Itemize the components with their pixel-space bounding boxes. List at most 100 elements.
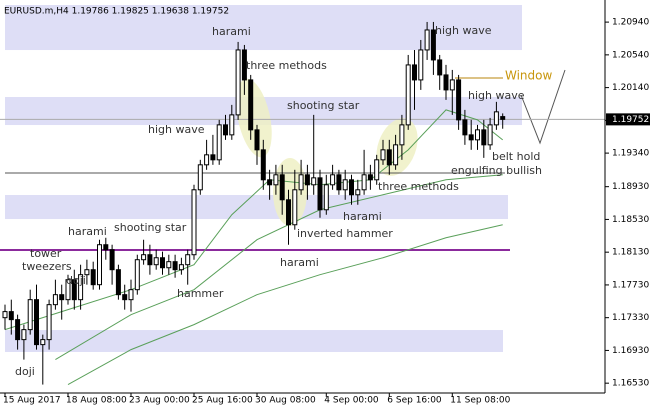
candle-body [330,174,336,186]
candle-body [197,164,203,191]
y-tick-label: 1.20140 [612,83,649,93]
y-tick-label: 1.16930 [612,346,649,356]
annotation: doji [15,365,35,378]
candle-body [399,124,405,146]
candle-body [122,294,128,301]
candle-body [21,329,27,341]
candle-body [241,49,247,81]
candle-body [279,174,285,201]
candle-body [311,177,317,186]
annotation: harami [343,210,382,223]
candle-body [191,189,197,256]
candle-body [46,304,52,341]
candle-body [349,179,354,196]
candle-body [141,254,147,261]
annotation: Window [505,69,553,83]
candle-body [292,189,298,226]
candle-body [342,179,348,191]
candle-body [115,269,121,296]
x-tick-label: 15 Aug 2017 [3,396,61,406]
header: EURUSD.m,H4 1.19786 1.19825 1.19638 1.19… [4,7,229,17]
x-tick-label: 18 Aug 08:00 [66,396,127,406]
candle-body [286,199,291,226]
annotation: shooting star [114,221,187,234]
candle-body [160,257,165,269]
candle-body [204,154,210,166]
candle-body [487,124,493,146]
candle-body [147,254,153,266]
y-tick-label: 1.19340 [612,149,649,159]
candle-body [380,149,386,161]
forecast-path [520,69,566,145]
candle-body [8,311,14,321]
x-tick-label: 25 Aug 16:00 [192,396,253,406]
candle-body [361,174,367,191]
candle-body [185,254,191,266]
candle-body [424,29,430,51]
highlight [236,78,272,158]
candle-body [27,299,33,331]
candle-body [449,79,455,91]
zone [5,195,508,220]
moving-average [67,224,503,386]
x-tick-label: 30 Aug 08:00 [255,396,316,406]
zone [5,330,503,352]
candle-body [456,79,462,121]
candle-body [475,129,480,141]
candle-body [462,119,468,136]
candle-body [78,274,84,301]
candle-body [223,124,228,136]
annotation: belt hold [492,150,540,163]
candle-body [412,64,417,81]
candle-body [437,59,443,76]
candle-body [430,29,436,61]
candle-body [59,294,65,301]
candle-body [153,257,159,266]
y-tick-label: 1.17330 [612,313,649,323]
candle-body [418,49,424,81]
candle-body [386,149,392,166]
candle-body [273,174,279,186]
candle-body [367,174,373,181]
annotation: shooting star [287,99,360,112]
candle-body [468,134,474,141]
price-box [606,113,650,126]
candle-body [210,154,216,161]
y-tick-label: 1.18930 [612,182,649,192]
annotation: high wave [148,123,205,136]
candle-body [235,49,241,116]
candle-body [443,74,449,91]
annotation: high wave [468,89,525,102]
x-tick-label: 23 Aug 00:00 [129,396,190,406]
candle-body [374,159,380,181]
annotation: three methods [246,59,327,72]
candle-body [304,174,310,186]
candle-body [493,111,499,126]
candle-body [178,264,184,271]
candle-body [393,144,399,166]
y-tick-label: 1.20540 [612,50,649,60]
candle-body [134,259,140,291]
candle-body [267,179,273,186]
candle-body [34,299,39,346]
candle-body [166,261,172,269]
x-tick-label: 11 Sep 08:00 [450,396,510,406]
annotation: harami [280,256,319,269]
y-tick-label: 1.20940 [612,18,649,28]
annotation: three methods [378,180,459,193]
annotation: harami [68,225,107,238]
candle-body [254,129,260,151]
candle-body [84,269,90,276]
annotation: doji [66,274,86,287]
price-label: 1.19752 [612,115,649,125]
candle-body [216,124,222,161]
candle-body [405,64,411,126]
candle-body [52,294,58,306]
candle-body [317,177,323,211]
candle-body [15,319,21,341]
y-tick-label: 1.16530 [612,379,649,389]
annotation: tower [30,247,62,260]
candle-body [248,79,254,131]
candle-body [2,311,8,319]
